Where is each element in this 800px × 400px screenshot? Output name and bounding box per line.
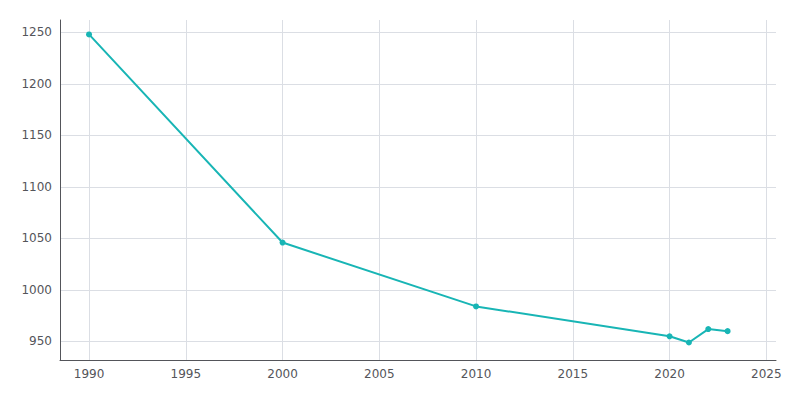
svg-text:2000: 2000 [267,367,298,381]
svg-text:950: 950 [29,334,52,348]
svg-text:1250: 1250 [21,25,52,39]
svg-text:1100: 1100 [21,180,52,194]
svg-text:1000: 1000 [21,283,52,297]
svg-text:2025: 2025 [751,367,782,381]
svg-text:2010: 2010 [461,367,492,381]
svg-text:1200: 1200 [21,77,52,91]
svg-text:1150: 1150 [21,128,52,142]
svg-text:1990: 1990 [74,367,105,381]
svg-text:1050: 1050 [21,231,52,245]
svg-text:2020: 2020 [654,367,685,381]
svg-text:2005: 2005 [364,367,395,381]
svg-text:2015: 2015 [558,367,589,381]
svg-text:1995: 1995 [171,367,202,381]
